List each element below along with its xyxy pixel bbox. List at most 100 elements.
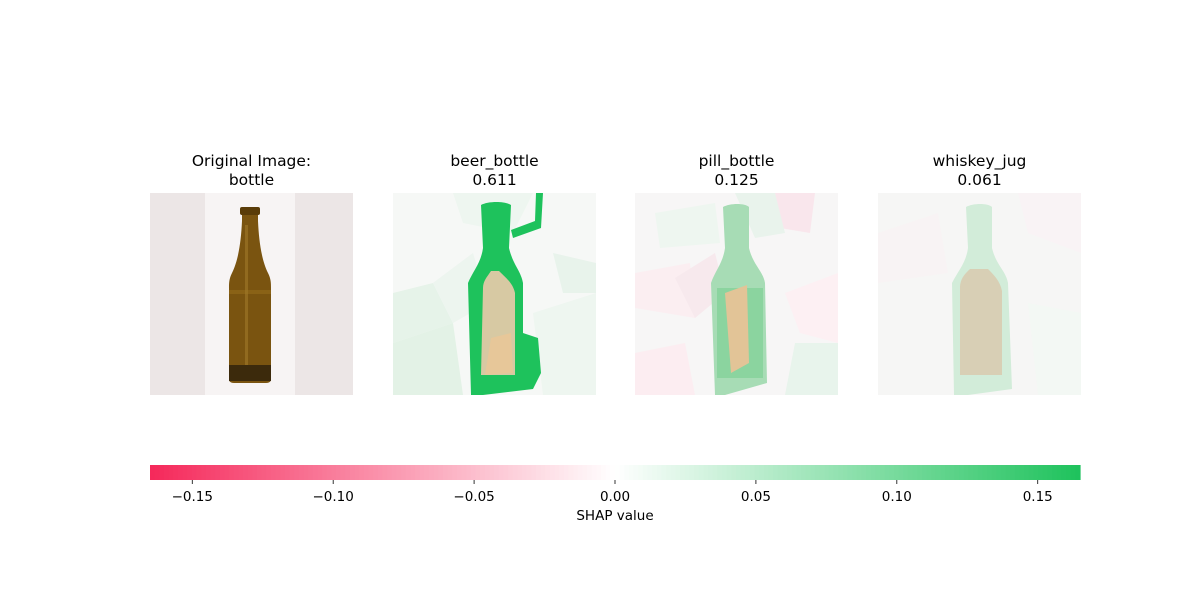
colorbar-segment bbox=[219, 465, 225, 480]
colorbar-ticks: −0.15 −0.10 −0.05 0.00 0.05 0.10 0.15 bbox=[172, 480, 1053, 505]
colorbar-segment bbox=[740, 465, 746, 480]
colorbar-segment bbox=[591, 465, 597, 480]
colorbar-segment bbox=[931, 465, 937, 480]
colorbar-segment bbox=[745, 465, 751, 480]
colorbar-segment bbox=[912, 465, 918, 480]
colorbar-segment bbox=[666, 465, 672, 480]
shap-map-pill-bottle bbox=[635, 193, 838, 395]
colorbar-segment bbox=[298, 465, 305, 480]
colorbar-segment bbox=[670, 465, 677, 480]
colorbar-segment bbox=[159, 465, 165, 480]
colorbar-segment bbox=[224, 465, 230, 480]
colorbar-segment bbox=[977, 465, 983, 480]
colorbar-segment bbox=[475, 465, 481, 480]
colorbar-segment bbox=[270, 465, 277, 480]
panel-title-beer-bottle: beer_bottle 0.611 bbox=[393, 152, 596, 190]
colorbar-segment bbox=[987, 465, 993, 480]
panel-title-line2: 0.125 bbox=[714, 171, 759, 189]
colorbar-segment bbox=[377, 465, 384, 480]
colorbar-segment bbox=[349, 465, 356, 480]
colorbar-gradient bbox=[150, 465, 1081, 480]
colorbar-segment bbox=[266, 465, 272, 480]
colorbar-segment bbox=[526, 465, 532, 480]
colorbar-segment bbox=[573, 465, 579, 480]
colorbar-segment bbox=[150, 465, 156, 480]
colorbar-segment bbox=[945, 465, 951, 480]
colorbar-segment bbox=[801, 465, 807, 480]
colorbar-segment bbox=[726, 465, 732, 480]
colorbar-segment bbox=[935, 465, 942, 480]
colorbar-segment bbox=[698, 465, 704, 480]
colorbar-segment bbox=[359, 465, 365, 480]
colorbar-segment bbox=[791, 465, 797, 480]
colorbar-segment bbox=[735, 465, 742, 480]
colorbar-segment bbox=[1024, 465, 1030, 480]
colorbar-segment bbox=[187, 465, 193, 480]
colorbar-segment bbox=[289, 465, 295, 480]
colorbar-tick-label: 0.05 bbox=[741, 489, 771, 505]
colorbar-segment bbox=[615, 465, 621, 480]
colorbar-segment bbox=[805, 465, 811, 480]
colorbar-segment bbox=[173, 465, 179, 480]
colorbar-segment bbox=[317, 465, 323, 480]
colorbar-segment bbox=[680, 465, 686, 480]
colorbar-segment bbox=[275, 465, 281, 480]
colorbar-segment bbox=[889, 465, 895, 480]
colorbar-segment bbox=[917, 465, 923, 480]
colorbar-segment bbox=[921, 465, 928, 480]
colorbar-segment bbox=[387, 465, 393, 480]
colorbar-tick-label: −0.05 bbox=[453, 489, 494, 505]
colorbar-segment bbox=[554, 465, 560, 480]
colorbar-segment bbox=[415, 465, 421, 480]
colorbar-segment bbox=[447, 465, 453, 480]
colorbar-segment bbox=[354, 465, 360, 480]
colorbar-segment bbox=[777, 465, 783, 480]
colorbar-segment bbox=[773, 465, 779, 480]
colorbar-segment bbox=[503, 465, 509, 480]
colorbar-segment bbox=[405, 465, 411, 480]
colorbar-segment bbox=[991, 465, 997, 480]
colorbar-segment bbox=[438, 465, 444, 480]
colorbar-segment bbox=[484, 465, 491, 480]
colorbar-segment bbox=[610, 465, 616, 480]
colorbar-segment bbox=[870, 465, 876, 480]
colorbar-tick-label: −0.15 bbox=[172, 489, 213, 505]
colorbar-segment bbox=[796, 465, 802, 480]
colorbar-tick-label: 0.00 bbox=[600, 489, 630, 505]
colorbar-segment bbox=[875, 465, 881, 480]
colorbar-segment bbox=[1014, 465, 1021, 480]
colorbar-segment bbox=[847, 465, 853, 480]
colorbar-segment bbox=[303, 465, 309, 480]
colorbar-segment bbox=[424, 465, 430, 480]
colorbar-segment bbox=[1005, 465, 1011, 480]
colorbar-segment bbox=[480, 465, 486, 480]
panel-title-whiskey-jug: whiskey_jug 0.061 bbox=[878, 152, 1081, 190]
colorbar-segment bbox=[996, 465, 1002, 480]
colorbar-segment bbox=[731, 465, 737, 480]
colorbar-segment bbox=[838, 465, 844, 480]
colorbar-segment bbox=[628, 465, 635, 480]
colorbar-segment bbox=[229, 465, 235, 480]
colorbar-segment bbox=[284, 465, 291, 480]
bottle-icon bbox=[229, 207, 271, 383]
colorbar-segment bbox=[182, 465, 188, 480]
colorbar-segment bbox=[1066, 465, 1072, 480]
colorbar-segment bbox=[461, 465, 467, 480]
panel-title-line2: bottle bbox=[228, 171, 275, 189]
colorbar-segment bbox=[401, 465, 407, 480]
colorbar-segment bbox=[1010, 465, 1016, 480]
colorbar-segment bbox=[842, 465, 849, 480]
colorbar-segment bbox=[391, 465, 398, 480]
colorbar-segment bbox=[1070, 465, 1076, 480]
colorbar-segment bbox=[177, 465, 184, 480]
colorbar-segment bbox=[694, 465, 700, 480]
colorbar-segment bbox=[721, 465, 728, 480]
colorbar-segment bbox=[689, 465, 695, 480]
colorbar-segment bbox=[1047, 465, 1053, 480]
colorbar-segment bbox=[382, 465, 388, 480]
colorbar-segment bbox=[982, 465, 988, 480]
colorbar-segment bbox=[759, 465, 765, 480]
colorbar-segment bbox=[517, 465, 523, 480]
colorbar-segment bbox=[880, 465, 886, 480]
colorbar-segment bbox=[642, 465, 649, 480]
